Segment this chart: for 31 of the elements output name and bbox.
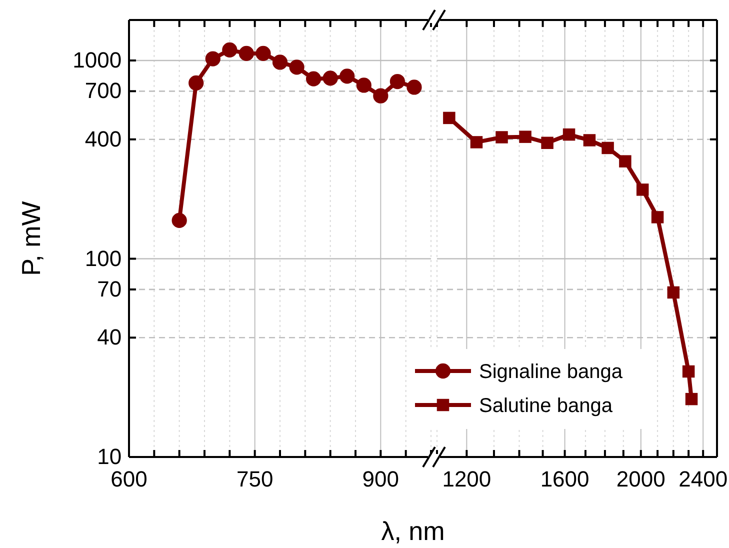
- point: [188, 75, 204, 91]
- y-tick-label: 100: [84, 246, 122, 271]
- point: [356, 78, 372, 93]
- y-tick-label: 40: [97, 324, 122, 350]
- point: [340, 68, 355, 84]
- point: [289, 60, 304, 75]
- x-axis-title: λ, nm: [381, 516, 445, 546]
- x-tick-label: 750: [236, 466, 274, 492]
- x-tick-label: 1200: [442, 466, 492, 492]
- x-tick-label: 2400: [678, 466, 728, 492]
- y-tick-label: 70: [97, 276, 122, 302]
- y-tick-label: 1000: [72, 48, 122, 73]
- x-tick-label: 900: [362, 466, 400, 492]
- y-axis-title: P, mW: [16, 200, 46, 276]
- point: [272, 54, 288, 70]
- legend-label: Salutine banga: [479, 395, 614, 417]
- x-tick-label: 2000: [616, 466, 666, 492]
- point: [406, 80, 422, 95]
- point: [390, 74, 406, 90]
- y-tick-label: 400: [84, 126, 122, 152]
- point: [256, 46, 271, 61]
- point: [322, 70, 338, 86]
- point: [306, 71, 322, 86]
- point: [238, 46, 254, 61]
- point: [172, 212, 187, 228]
- y-tick-label: 700: [84, 78, 122, 104]
- point: [222, 42, 238, 58]
- point: [205, 51, 220, 66]
- point: [373, 88, 388, 104]
- legend-label: Signaline banga: [479, 361, 624, 383]
- x-tick-label: 1600: [540, 466, 590, 492]
